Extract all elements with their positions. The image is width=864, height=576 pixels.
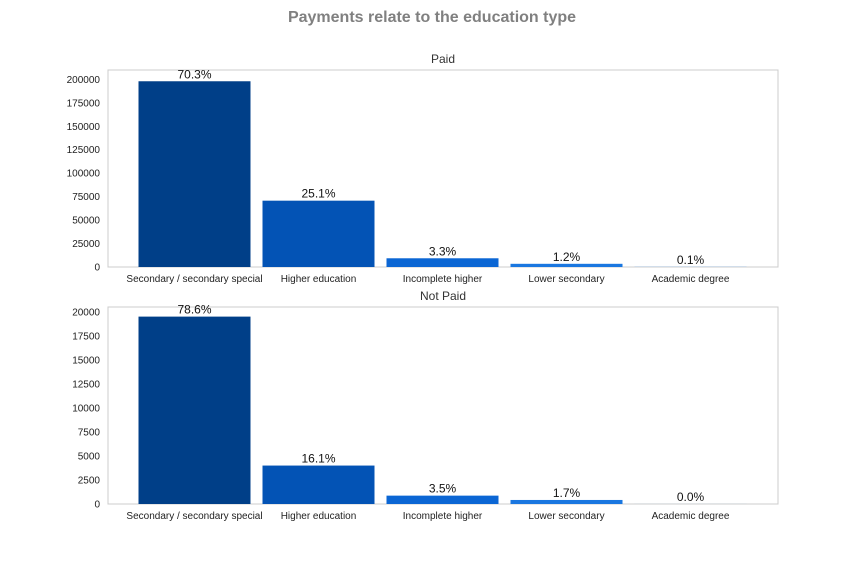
bar-1 <box>138 81 251 267</box>
bar-4 <box>510 263 623 267</box>
bar-4 <box>510 499 623 504</box>
y-tick-label: 175000 <box>67 98 101 109</box>
data-label: 1.7% <box>553 486 581 500</box>
y-tick-label: 12500 <box>72 379 100 390</box>
data-label: 3.3% <box>429 244 457 258</box>
x-tick-label: Higher education <box>281 511 357 522</box>
x-tick-label: Incomplete higher <box>403 511 483 522</box>
x-tick-label: Lower secondary <box>528 511 604 522</box>
x-tick-label: Higher education <box>281 274 357 285</box>
data-label: 25.1% <box>301 187 335 201</box>
y-tick-label: 150000 <box>67 122 101 133</box>
bar-3 <box>386 495 499 504</box>
x-tick-label: Academic degree <box>652 511 730 522</box>
data-label: 16.1% <box>301 452 335 466</box>
y-tick-label: 17500 <box>72 331 100 342</box>
chart-title: Not Paid <box>420 289 466 303</box>
figure-title: Payments relate to the education type <box>287 9 577 26</box>
x-tick-label: Secondary / secondary special <box>126 274 262 285</box>
data-label: 70.3% <box>177 67 211 81</box>
y-tick-label: 50000 <box>72 216 100 227</box>
y-tick-label: 200000 <box>67 75 101 86</box>
chart-panel-1: Paid 0 25000 50000 75000 100000 125000 150000 17… <box>67 52 779 285</box>
data-label: 0.0% <box>677 490 705 504</box>
data-label: 0.1% <box>677 253 705 267</box>
x-tick-label: Secondary / secondary special <box>126 511 262 522</box>
data-label: 1.2% <box>553 250 581 264</box>
bar-3 <box>386 258 499 267</box>
y-tick-label: 0 <box>94 500 100 511</box>
chart-title: Paid <box>431 52 455 66</box>
x-tick-label: Incomplete higher <box>403 274 483 285</box>
x-tick-label: Academic degree <box>652 274 730 285</box>
bar-2 <box>262 200 375 267</box>
bar-1 <box>138 316 251 504</box>
y-tick-label: 7500 <box>78 427 101 438</box>
y-tick-label: 2500 <box>78 475 101 486</box>
data-label: 78.6% <box>177 303 211 317</box>
y-tick-label: 15000 <box>72 355 100 366</box>
y-tick-label: 20000 <box>72 307 100 318</box>
y-tick-label: 10000 <box>72 403 100 414</box>
y-tick-label: 25000 <box>72 239 100 250</box>
y-tick-label: 0 <box>94 263 100 274</box>
data-label: 3.5% <box>429 482 457 496</box>
x-tick-label: Lower secondary <box>528 274 604 285</box>
y-tick-label: 5000 <box>78 451 101 462</box>
chart-panel-2: Not Paid 0 2500 5000 7500 10000 12500 15000 1750… <box>72 289 779 522</box>
bar-2 <box>262 465 375 504</box>
y-tick-label: 125000 <box>67 145 101 156</box>
y-tick-label: 100000 <box>67 169 101 180</box>
y-tick-label: 75000 <box>72 192 100 203</box>
